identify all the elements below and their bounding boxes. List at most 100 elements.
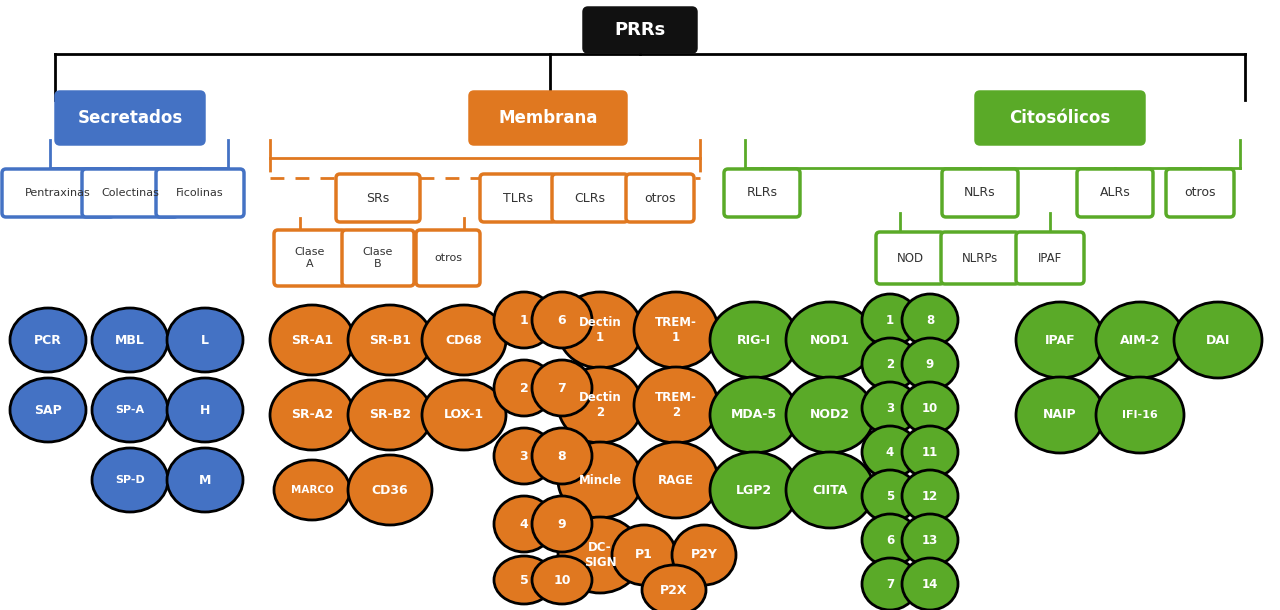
Text: SAP: SAP (35, 403, 61, 417)
Text: P1: P1 (635, 548, 653, 561)
Text: 1: 1 (886, 314, 893, 326)
Text: Ficolinas: Ficolinas (177, 188, 224, 198)
Ellipse shape (902, 382, 957, 434)
Ellipse shape (1174, 302, 1262, 378)
Ellipse shape (532, 428, 591, 484)
Ellipse shape (10, 378, 86, 442)
FancyBboxPatch shape (876, 232, 945, 284)
FancyBboxPatch shape (480, 174, 556, 222)
Text: Clase
B: Clase B (362, 247, 393, 269)
FancyBboxPatch shape (942, 169, 1018, 217)
Ellipse shape (902, 426, 957, 478)
Text: DAI: DAI (1206, 334, 1230, 346)
Text: 14: 14 (922, 578, 938, 590)
Text: 5: 5 (886, 489, 895, 503)
FancyBboxPatch shape (626, 174, 694, 222)
Text: P2Y: P2Y (691, 548, 717, 561)
Text: RLRs: RLRs (746, 187, 777, 199)
Ellipse shape (558, 517, 643, 593)
Text: CD36: CD36 (371, 484, 408, 497)
Ellipse shape (494, 360, 554, 416)
Ellipse shape (348, 305, 433, 375)
Text: 8: 8 (925, 314, 934, 326)
Text: otros: otros (434, 253, 462, 263)
Text: SRs: SRs (366, 192, 389, 204)
Ellipse shape (270, 305, 355, 375)
Text: 2: 2 (886, 357, 893, 370)
Text: SR-A2: SR-A2 (291, 409, 333, 422)
Ellipse shape (710, 302, 797, 378)
FancyBboxPatch shape (977, 92, 1144, 144)
FancyBboxPatch shape (1016, 232, 1084, 284)
Text: 2: 2 (520, 381, 529, 395)
Ellipse shape (494, 292, 554, 348)
Text: 9: 9 (558, 517, 566, 531)
Text: 7: 7 (886, 578, 893, 590)
Text: Membrana: Membrana (498, 109, 598, 127)
Text: 7: 7 (558, 381, 566, 395)
Ellipse shape (494, 428, 554, 484)
Text: SR-A1: SR-A1 (291, 334, 333, 346)
Text: M: M (198, 473, 211, 487)
Ellipse shape (634, 442, 718, 518)
Text: Dectin
1: Dectin 1 (579, 316, 621, 344)
Text: ALRs: ALRs (1100, 187, 1130, 199)
Text: AIM-2: AIM-2 (1120, 334, 1160, 346)
Text: PRRs: PRRs (614, 21, 666, 39)
Text: MBL: MBL (115, 334, 145, 346)
Ellipse shape (92, 378, 168, 442)
Ellipse shape (166, 448, 243, 512)
Ellipse shape (532, 556, 591, 604)
Ellipse shape (1016, 302, 1103, 378)
Text: Mincle: Mincle (579, 473, 622, 487)
Ellipse shape (558, 442, 643, 518)
Text: 5: 5 (520, 573, 529, 586)
Ellipse shape (634, 367, 718, 443)
Text: 10: 10 (922, 401, 938, 415)
Text: NLRs: NLRs (964, 187, 996, 199)
Text: P2X: P2X (660, 584, 687, 597)
Ellipse shape (902, 338, 957, 390)
Ellipse shape (902, 294, 957, 346)
Ellipse shape (1096, 302, 1184, 378)
FancyBboxPatch shape (335, 174, 420, 222)
Ellipse shape (270, 380, 355, 450)
Text: 4: 4 (886, 445, 895, 459)
FancyBboxPatch shape (941, 232, 1019, 284)
Text: 12: 12 (922, 489, 938, 503)
Text: TLRs: TLRs (503, 192, 532, 204)
Text: TREM-
2: TREM- 2 (655, 391, 696, 419)
Text: DC-
SIGN: DC- SIGN (584, 541, 616, 569)
Ellipse shape (1016, 377, 1103, 453)
Ellipse shape (532, 360, 591, 416)
Text: SP-D: SP-D (115, 475, 145, 485)
Text: 4: 4 (520, 517, 529, 531)
Text: TREM-
1: TREM- 1 (655, 316, 696, 344)
Ellipse shape (902, 558, 957, 610)
Text: SP-A: SP-A (115, 405, 145, 415)
Ellipse shape (558, 367, 643, 443)
Ellipse shape (348, 380, 433, 450)
Ellipse shape (672, 525, 736, 585)
FancyBboxPatch shape (1076, 169, 1153, 217)
Text: H: H (200, 403, 210, 417)
Ellipse shape (902, 514, 957, 566)
Ellipse shape (710, 377, 797, 453)
Text: CIITA: CIITA (813, 484, 847, 497)
Text: NOD2: NOD2 (810, 409, 850, 422)
Text: 3: 3 (520, 450, 529, 462)
Text: NOD: NOD (896, 251, 924, 265)
Ellipse shape (634, 292, 718, 368)
Ellipse shape (861, 514, 918, 566)
FancyBboxPatch shape (274, 230, 346, 286)
Text: Pentraxinas: Pentraxinas (26, 188, 91, 198)
Text: CD68: CD68 (445, 334, 483, 346)
Ellipse shape (10, 308, 86, 372)
Text: LOX-1: LOX-1 (444, 409, 484, 422)
Text: 8: 8 (558, 450, 566, 462)
Text: Dectin
2: Dectin 2 (579, 391, 621, 419)
Ellipse shape (422, 380, 506, 450)
Ellipse shape (861, 294, 918, 346)
Text: NOD1: NOD1 (810, 334, 850, 346)
Text: RAGE: RAGE (658, 473, 694, 487)
